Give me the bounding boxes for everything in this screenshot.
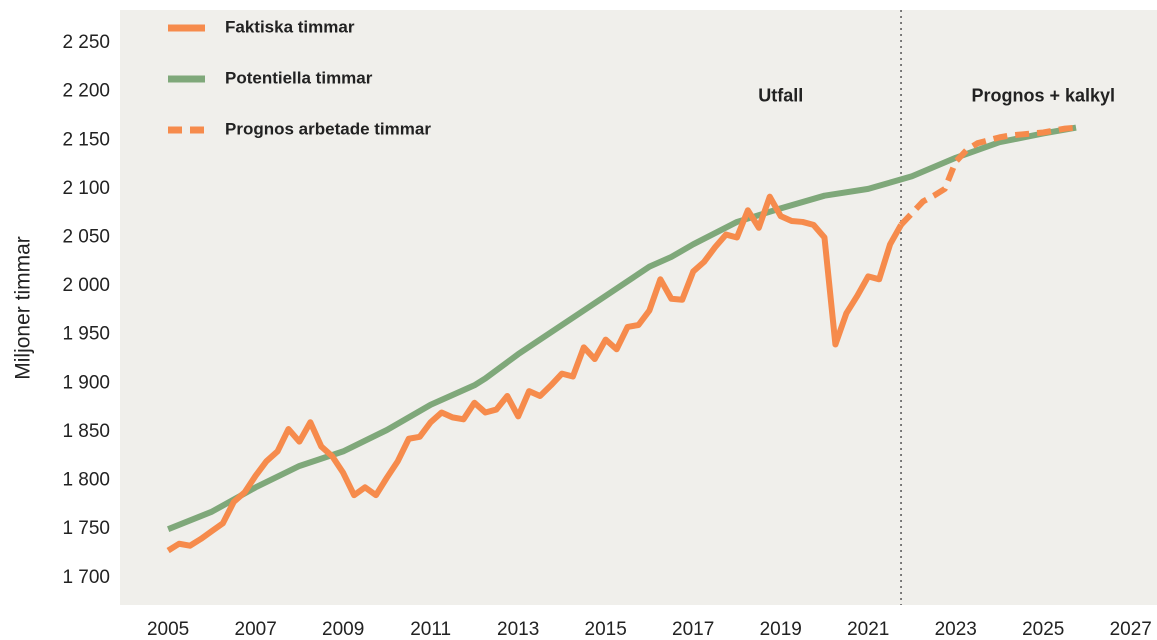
- x-tick-label: 2009: [322, 619, 364, 640]
- series-line: [167, 124, 1077, 532]
- y-tick-label: 1 900: [62, 372, 110, 393]
- legend-label: Potentiella timmar: [225, 68, 373, 87]
- y-tick-label: 1 700: [62, 567, 110, 588]
- x-tick-label: 2019: [760, 619, 802, 640]
- x-tick-label: 2005: [147, 619, 189, 640]
- annotation: Utfall: [758, 85, 803, 105]
- x-tick-label: 2011: [410, 619, 451, 640]
- y-tick-label: 2 000: [62, 275, 110, 296]
- y-tick-label: 2 100: [62, 178, 110, 199]
- x-tick-label: 2021: [847, 619, 889, 640]
- x-tick-label: 2013: [497, 619, 539, 640]
- y-tick-label: 2 200: [62, 81, 110, 102]
- y-tick-label: 1 800: [62, 470, 110, 491]
- y-axis-label: Miljoner timmar: [12, 236, 35, 380]
- x-tick-label: 2017: [672, 619, 714, 640]
- y-tick-label: 1 950: [62, 324, 110, 345]
- x-tick-label: 2027: [1110, 619, 1152, 640]
- y-tick-label: 2 150: [62, 129, 110, 150]
- x-tick-label: 2015: [585, 619, 627, 640]
- x-tick-label: 2023: [935, 619, 977, 640]
- x-tick-label: 2025: [1022, 619, 1064, 640]
- series-line: [898, 124, 1077, 227]
- annotation: Prognos + kalkyl: [971, 85, 1115, 105]
- plot-area: [120, 10, 1157, 605]
- y-tick-label: 1 850: [62, 421, 110, 442]
- series-line: [166, 193, 904, 554]
- legend-label: Prognos arbetade timmar: [225, 119, 431, 138]
- y-tick-label: 1 750: [62, 518, 110, 539]
- y-tick-label: 2 050: [62, 227, 110, 248]
- x-tick-label: 2007: [235, 619, 277, 640]
- y-tick-label: 2 250: [62, 32, 110, 53]
- legend-label: Faktiska timmar: [225, 17, 355, 36]
